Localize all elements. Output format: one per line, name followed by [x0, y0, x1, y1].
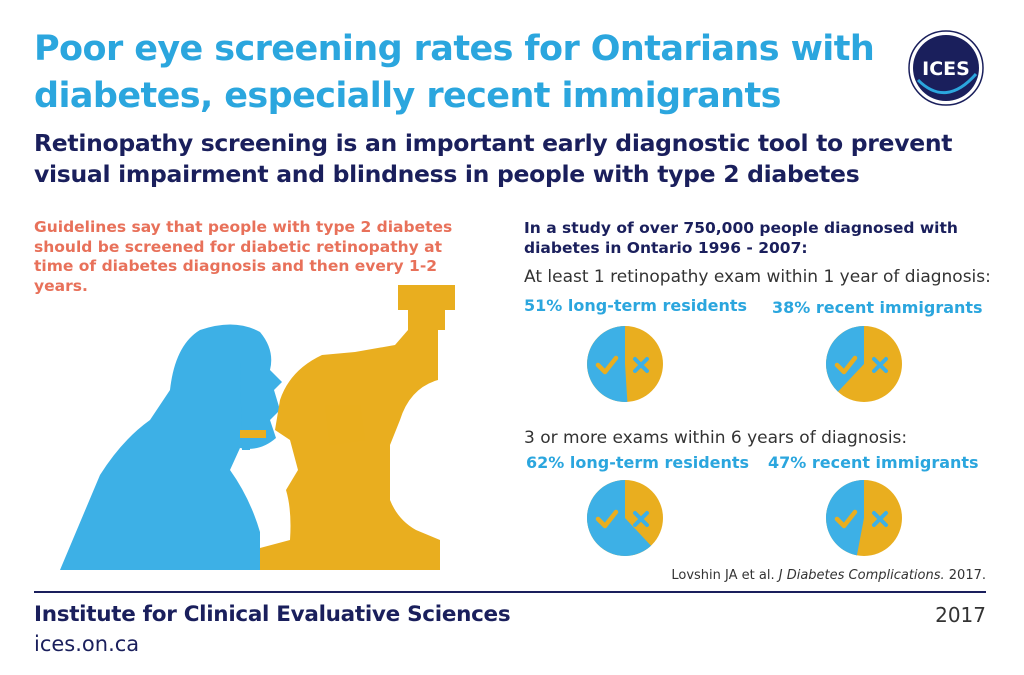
metric-2-immigrants-pct: 47% recent immigrants — [768, 453, 979, 472]
citation-journal: J Diabetes Complications. — [778, 568, 945, 583]
metric-1-label: At least 1 retinopathy exam within 1 yea… — [524, 267, 991, 287]
check-icon — [834, 509, 858, 529]
pie-metric-2-recent-immigrants — [825, 480, 902, 556]
pie-slice-screened — [825, 480, 864, 556]
pie-slice-screened — [826, 326, 864, 392]
metric-2-label: 3 or more exams within 6 years of diagno… — [524, 428, 908, 448]
metric-1-long-term-pct: 51% long-term residents — [524, 296, 748, 315]
organization-name: Institute for Clinical Evaluative Scienc… — [34, 602, 511, 627]
logo-text: ICES — [922, 58, 970, 80]
pie-metric-1-long-term-residents — [587, 326, 663, 402]
metric-1-immigrants-pct: 38% recent immigrants — [772, 298, 983, 317]
eye-exam-slit-lamp-illustration — [60, 285, 455, 570]
x-icon — [633, 511, 649, 527]
ices-logo: ICES — [908, 30, 984, 106]
pie-slice-screened — [587, 326, 628, 402]
publication-year: 2017 — [935, 603, 986, 627]
check-icon — [834, 355, 858, 375]
metric-2-long-term-pct: 62% long-term residents — [526, 453, 750, 472]
pie-slice-screened — [586, 480, 652, 556]
website-link[interactable]: ices.on.ca — [34, 632, 140, 656]
citation-authors: Lovshin JA et al. — [671, 568, 779, 583]
citation: Lovshin JA et al. J Diabetes Complicatio… — [671, 568, 986, 583]
guidelines-text: Guidelines say that people with type 2 d… — [34, 218, 453, 295]
footer-divider — [34, 591, 986, 593]
infographic-subtitle: Retinopathy screening is an important ea… — [34, 129, 953, 188]
infographic-title: Poor eye screening rates for Ontarians w… — [34, 29, 875, 116]
x-icon — [872, 357, 888, 373]
x-icon — [872, 511, 888, 527]
check-icon — [595, 355, 619, 375]
patient-silhouette — [60, 324, 282, 570]
x-icon — [633, 357, 649, 373]
citation-year: 2017. — [944, 568, 986, 583]
pie-metric-2-long-term-residents — [586, 480, 663, 556]
check-icon — [595, 509, 619, 529]
pie-metric-1-recent-immigrants — [826, 326, 902, 402]
study-intro: In a study of over 750,000 people diagno… — [524, 219, 958, 257]
